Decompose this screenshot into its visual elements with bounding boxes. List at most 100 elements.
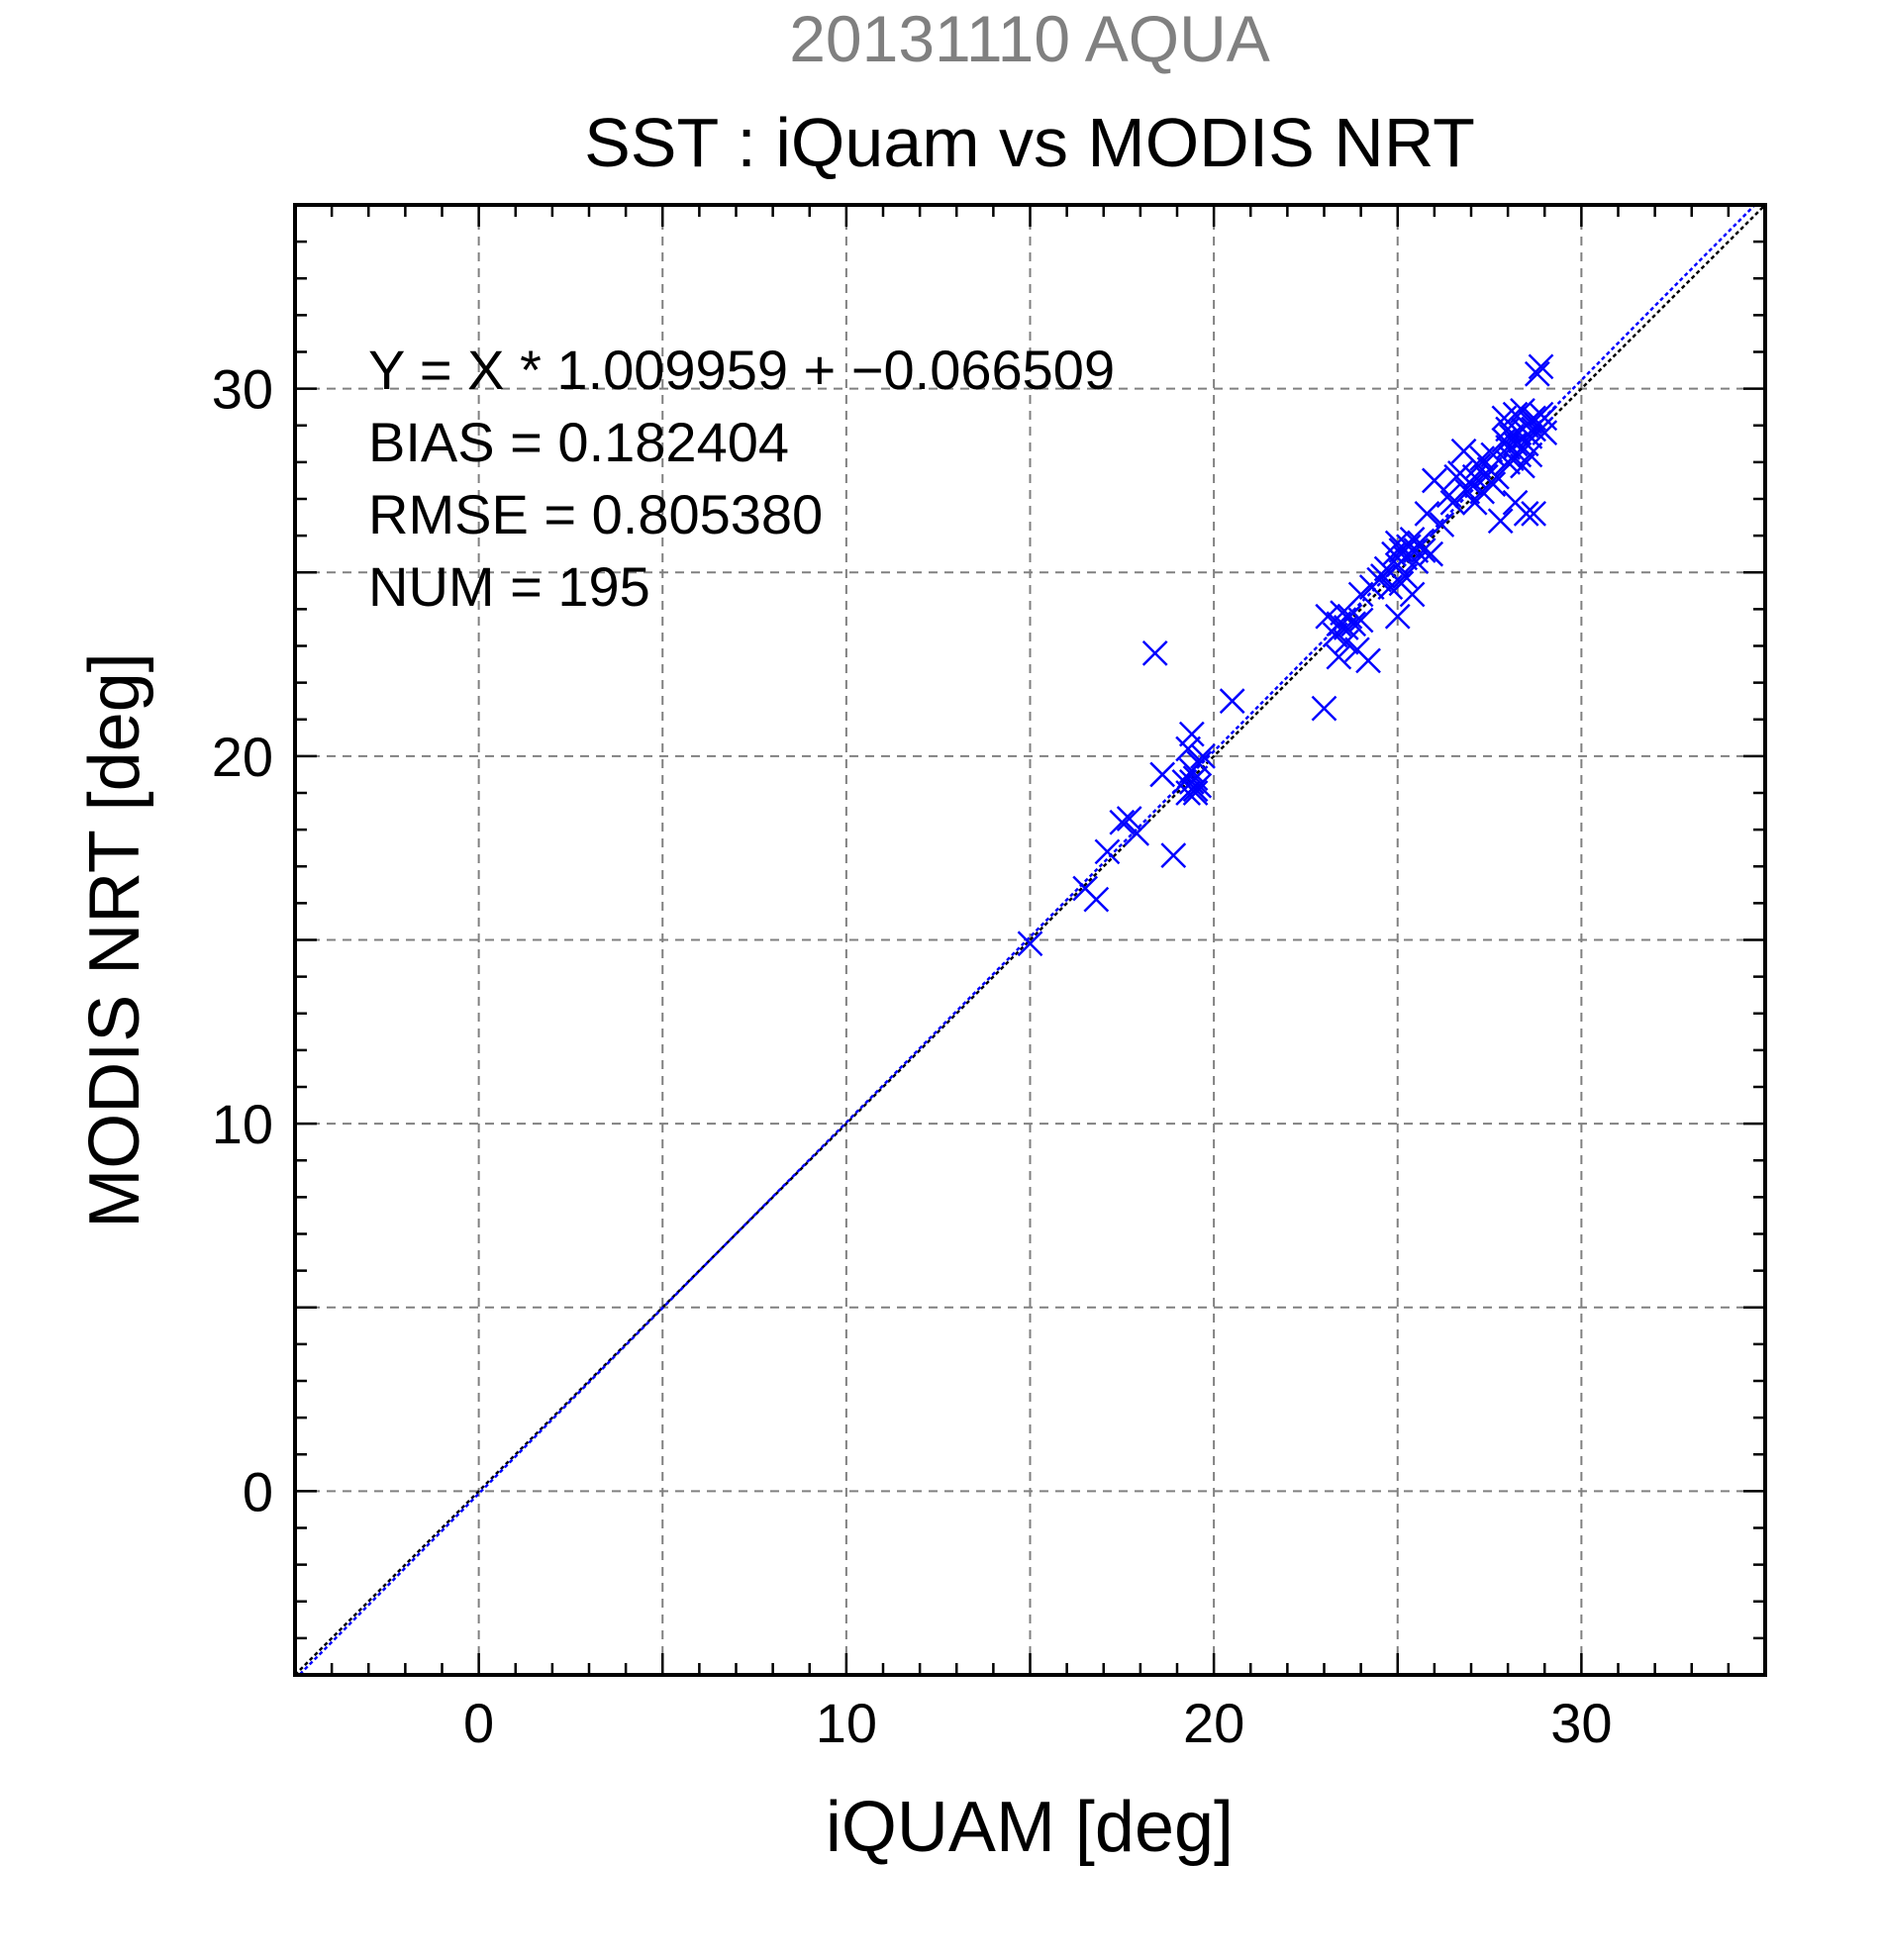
num-value: NUM = 195 [368,555,650,618]
data-point [1392,563,1419,589]
data-point [1528,353,1554,380]
data-point-stroke [1219,688,1245,715]
data-point-stroke [1190,742,1216,769]
data-point-stroke [1384,530,1411,556]
data-point [1513,500,1539,527]
data-point-stroke [1355,647,1381,674]
data-point-stroke [1149,761,1176,788]
data-point [1414,500,1440,527]
data-point-stroke [1384,603,1411,630]
data-point [1355,647,1381,674]
data-point-stroke [1450,438,1477,464]
data-point-stroke [1517,441,1543,468]
data-point-stroke [1340,611,1367,637]
data-point [1510,452,1535,479]
tick-labels: 0 10 20 30 0 10 20 30 [212,358,1613,1754]
data-point [1178,768,1205,795]
data-point-stroke [1399,581,1426,608]
data-point [1333,629,1359,655]
bias-value: BIAS = 0.182404 [368,411,789,473]
data-point [1510,398,1535,424]
data-point [1109,809,1136,835]
data-point [1532,420,1558,446]
data-point [1340,611,1367,637]
data-point-stroke [1347,581,1374,608]
data-point-stroke [1484,463,1510,490]
data-point-stroke [1414,500,1440,527]
data-point-stroke [1178,768,1205,795]
data-point [1311,695,1337,722]
data-point-stroke [1498,424,1525,449]
data-point [1186,772,1213,799]
y-tick-label: 0 [243,1460,273,1522]
data-point [1399,581,1426,608]
data-points [1017,353,1558,957]
data-point-stroke [1429,512,1455,538]
data-point-stroke [1487,508,1514,535]
chart-supertitle: 20131110 AQUA [789,2,1270,75]
data-point-stroke [1528,353,1554,380]
chart-title: SST : iQuam vs MODIS NRT [584,104,1475,181]
data-point [1418,540,1444,567]
data-point [1094,838,1121,865]
data-point-stroke [1336,603,1363,630]
data-point-stroke [1465,452,1492,479]
data-point [1175,735,1202,762]
data-point [1521,500,1546,527]
data-point-stroke [1370,563,1396,589]
data-point-stroke [1403,538,1430,563]
plot-frame [293,203,1767,1677]
y-axis-label: MODIS NRT [deg] [75,652,154,1228]
data-point-stroke [1141,640,1168,666]
data-point [1124,820,1150,846]
x-axis-label: iQUAM [deg] [826,1788,1234,1867]
data-point [1219,688,1245,715]
data-point-stroke [1392,563,1419,589]
data-point-stroke [1495,448,1522,475]
data-point-stroke [1094,838,1121,865]
data-point-stroke [1421,467,1447,494]
data-point-stroke [1510,452,1535,479]
data-point-stroke [1175,735,1202,762]
data-point-stroke [1083,886,1110,913]
data-point-stroke [1186,750,1213,777]
data-point [1326,643,1352,670]
data-point [1178,721,1205,747]
data-point-stroke [1333,629,1359,655]
y-tick-label: 10 [212,1093,273,1155]
data-point-stroke [1521,405,1546,432]
data-point [1017,931,1043,957]
data-point [1160,842,1187,868]
data-point [1524,360,1550,387]
grid [295,205,1765,1675]
data-point-stroke [1513,500,1539,527]
data-point [1436,482,1462,509]
data-point-stroke [1532,420,1558,446]
data-point [1484,463,1510,490]
data-point-stroke [1506,441,1533,468]
data-point [1495,448,1522,475]
stats-annotation: Y = X * 1.009959 + −0.066509 BIAS = 0.18… [368,339,1115,618]
data-point [1429,512,1455,538]
data-point [1116,806,1142,832]
data-point [1186,750,1213,777]
data-point-stroke [1524,360,1550,387]
data-point-stroke [1017,931,1043,957]
data-point-stroke [1521,500,1546,527]
data-point [1517,441,1543,468]
data-point [1347,581,1374,608]
data-point-stroke [1186,772,1213,799]
data-point-stroke [1510,398,1535,424]
data-point [1315,603,1341,630]
regression-line [297,205,1757,1675]
data-point [1190,742,1216,769]
data-point-stroke [1315,603,1341,630]
data-point-stroke [1178,721,1205,747]
x-tick-label: 20 [1183,1692,1244,1754]
data-point [1410,538,1436,563]
data-point [1480,471,1507,498]
data-point-stroke [1347,607,1374,634]
x-tick-label: 30 [1550,1692,1612,1754]
rmse-value: RMSE = 0.805380 [368,483,823,545]
x-tick-label: 10 [816,1692,877,1754]
